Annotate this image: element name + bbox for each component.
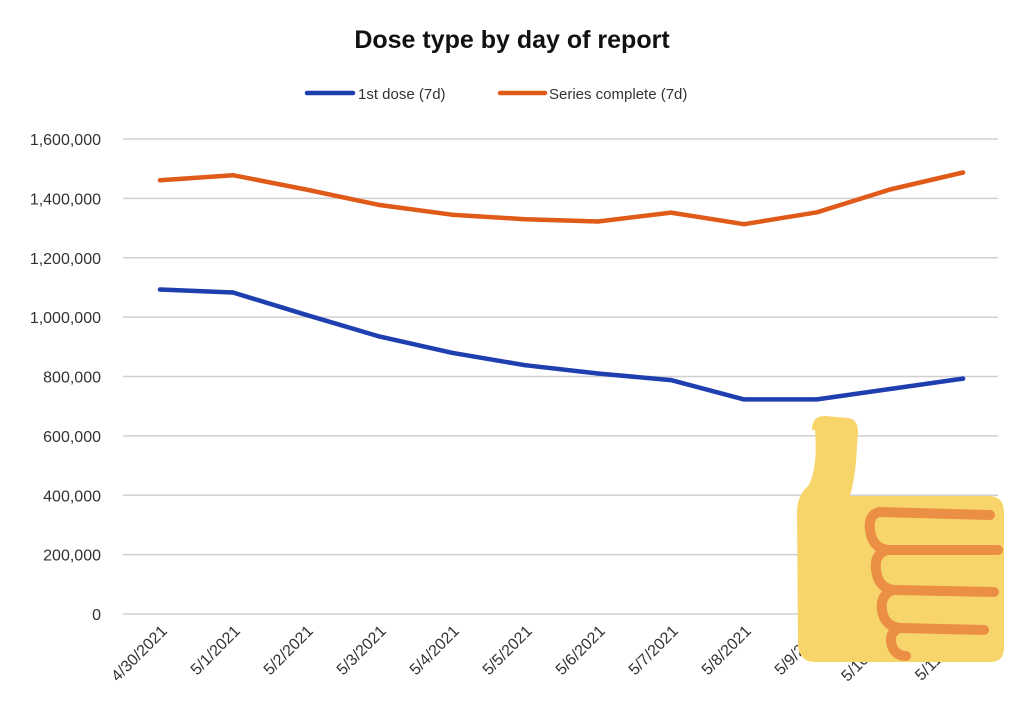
data-point [157,287,163,292]
data-point [887,386,893,392]
x-tick-label: 5/4/2021 [407,623,463,679]
x-tick-label: 5/7/2021 [626,623,682,679]
data-point [668,377,674,383]
data-point [522,363,528,368]
data-point [814,210,820,215]
y-tick-label: 1,400,000 [30,191,101,208]
x-tick-label: 5/3/2021 [334,623,390,679]
data-point [887,187,893,192]
x-tick-label: 5/5/2021 [480,623,536,679]
data-point [960,376,966,381]
chart-title: Dose type by day of report [354,26,670,54]
y-tick-label: 400,000 [43,488,101,505]
data-point [668,210,674,215]
y-tick-label: 200,000 [43,548,101,565]
data-point [157,178,163,183]
y-tick-label: 800,000 [43,370,101,387]
series-lines [157,170,966,402]
data-point [595,371,601,376]
data-point [303,312,309,317]
y-tick-label: 1,600,000 [30,132,101,149]
y-tick-label: 1,000,000 [30,310,101,327]
y-axis-ticks: 0 200,000 400,000 600,000 800,000 1,000,000 1,… [30,132,101,624]
y-tick-label: 1,200,000 [30,251,101,268]
data-point [741,397,747,402]
y-tick-label: 0 [92,607,101,624]
data-point [960,170,966,175]
x-tick-label: 5/8/2021 [699,623,755,679]
data-point [595,219,601,224]
legend-label-1st-dose: 1st dose (7d) [358,86,446,103]
legend-label-series-complete: Series complete (7d) [549,86,687,103]
x-tick-label: 5/2/2021 [261,623,317,679]
data-point [449,350,455,355]
data-point [814,397,820,402]
data-point [303,187,309,192]
series-line-series-complete [157,170,966,227]
data-point [376,334,382,339]
x-tick-label: 5/6/2021 [553,623,609,679]
legend: 1st dose (7d) Series complete (7d) [304,86,687,103]
data-point [376,202,382,208]
gridlines [123,138,998,615]
series-line-1st-dose [157,287,966,402]
data-point [522,216,528,222]
data-point [230,290,236,295]
data-point [449,212,455,217]
x-tick-label: 4/30/2021 [108,623,170,685]
data-point [741,222,747,227]
x-tick-label: 5/1/2021 [188,623,244,679]
y-tick-label: 600,000 [43,429,101,446]
data-point [230,173,236,178]
thumbs-up-icon [797,415,1004,662]
